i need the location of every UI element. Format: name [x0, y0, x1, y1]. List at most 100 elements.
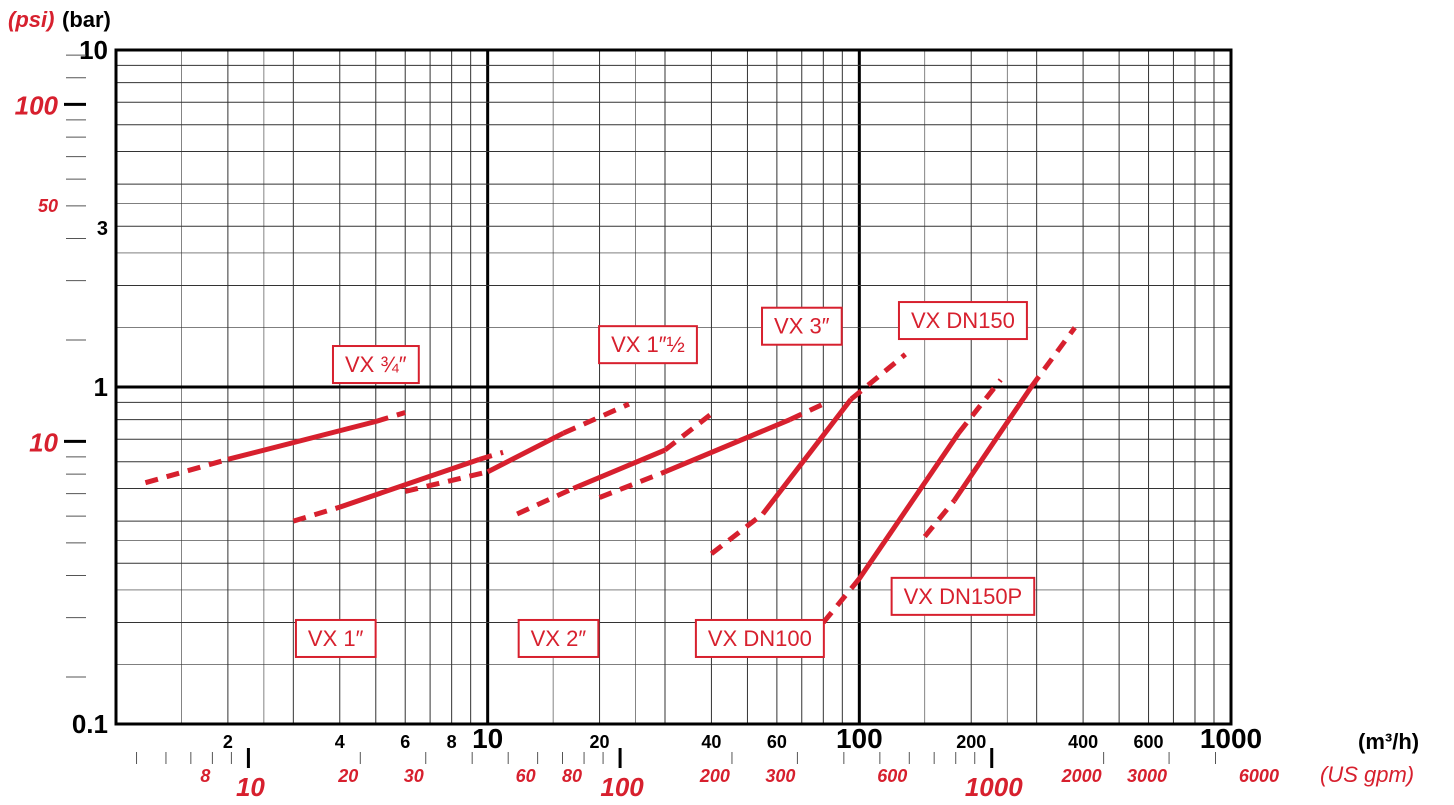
series-label-box: [331, 345, 420, 385]
x2-tick-label-gpm: 80: [562, 766, 582, 786]
series-line-dashed-extension: [516, 486, 575, 517]
series-line-dashed-extension: [292, 504, 341, 524]
x-tick-label-m3h: 4: [335, 732, 345, 752]
series-label: VX 1″: [294, 618, 377, 658]
series-line-dashed-extension: [956, 378, 1003, 435]
y2-tick-label-psi: 50: [38, 196, 58, 216]
series-label-text: VX 2″: [531, 626, 587, 651]
series-label-layer: VX ¾″ VX 1″ VX 1″½ VX 2″ VX 3″ VX DN100 VX DN1…: [294, 301, 1036, 658]
m3h-axis-title: (m³/h): [1358, 729, 1419, 754]
series-group: [598, 401, 825, 500]
series-group: [709, 352, 907, 556]
x2-tick-label-gpm: 20: [337, 766, 358, 786]
series-label: VX DN100: [694, 618, 825, 658]
series-label-box: [517, 618, 600, 658]
series-line-dashed-extension: [922, 499, 957, 539]
series-layer: [144, 326, 1077, 625]
series-line-dashed-extension: [663, 408, 717, 453]
series-label-box: [761, 306, 843, 346]
psi-axis-title: (psi): [8, 7, 54, 32]
series-line-dashed-extension: [144, 456, 229, 486]
x2-tick-label-gpm: 2000: [1061, 766, 1102, 786]
x2-tick-label-gpm: 600: [877, 766, 907, 786]
series-label-box: [294, 618, 377, 658]
x2-tick-label-gpm: 300: [765, 766, 795, 786]
series-line-solid: [952, 385, 1034, 503]
series-label-text: VX DN150P: [904, 584, 1023, 609]
series-label-box: [890, 576, 1036, 616]
grid-layer: [114, 48, 1233, 726]
x-tick-label-m3h: 6: [400, 732, 410, 752]
series-label: VX 1″½: [598, 325, 698, 365]
plot-frame: [114, 48, 1233, 726]
series-line-dashed-extension: [788, 401, 825, 422]
x-tick-label-m3h: 200: [956, 732, 986, 752]
x-tick-label-m3h: 1000: [1200, 723, 1262, 754]
series-group: [404, 401, 630, 494]
series-line-dashed-extension: [821, 577, 862, 625]
series-label: VX 2″: [517, 618, 600, 658]
x2-tick-label-gpm: 10: [236, 772, 265, 802]
x2-tick-label-gpm: 3000: [1127, 766, 1167, 786]
x-tick-label-m3h: 2: [223, 732, 233, 752]
x-tick-label-m3h: 60: [767, 732, 787, 752]
gpm-axis-title: (US gpm): [1320, 762, 1414, 787]
series-line-dashed-extension: [849, 352, 907, 402]
x-tick-label-m3h: 100: [836, 723, 883, 754]
series-label-text: VX 1″: [308, 626, 364, 651]
x2-tick-label-gpm: 8: [200, 766, 210, 786]
series-label-text: VX DN150: [911, 308, 1015, 333]
series-line-solid: [486, 430, 565, 475]
series-line-solid: [572, 447, 666, 491]
series-label-text: VX ¾″: [345, 352, 407, 377]
series-line-solid: [760, 397, 854, 516]
x2-tick-label-gpm: 1000: [965, 772, 1023, 802]
series-group: [516, 408, 717, 517]
series-label-text: VX DN100: [708, 626, 812, 651]
series-group: [922, 326, 1077, 539]
series-label: VX DN150P: [890, 576, 1036, 616]
series-line-dashed-extension: [375, 410, 406, 424]
y-tick-label-bar: 0.1: [72, 709, 108, 739]
series-label-text: VX 1″½: [611, 332, 685, 357]
series-label: VX DN150: [897, 301, 1028, 341]
x2-tick-label-gpm: 200: [699, 766, 730, 786]
x-tick-label-m3h: 400: [1068, 732, 1098, 752]
y-tick-label-bar: 1: [94, 372, 108, 402]
series-label-box: [598, 325, 698, 365]
y2-tick-label-psi: 10: [29, 427, 58, 457]
x-tick-label-m3h: 20: [590, 732, 610, 752]
x2-tick-label-gpm: 60: [516, 766, 536, 786]
series-line-dashed-extension: [1029, 326, 1077, 389]
series-line-dashed-extension: [404, 469, 489, 494]
x-tick-label-m3h: 40: [701, 732, 721, 752]
series-group: [292, 449, 504, 524]
y-tick-label-bar: 10: [79, 35, 108, 65]
bar-axis-title: (bar): [62, 7, 111, 32]
series-label-box: [694, 618, 825, 658]
x-tick-label-m3h: 600: [1134, 732, 1164, 752]
series-line-solid: [664, 417, 791, 475]
x-tick-label-m3h: 8: [447, 732, 457, 752]
x2-tick-label-gpm: 100: [600, 772, 644, 802]
y-tick-label-bar: 3: [97, 218, 108, 240]
series-line-dashed-extension: [709, 511, 765, 556]
series-label: VX 3″: [761, 306, 843, 346]
series-line-dashed-extension: [478, 449, 504, 462]
series-line-dashed-extension: [562, 401, 630, 436]
series-line-solid: [857, 431, 961, 581]
x-tick-label-m3h: 10: [472, 723, 503, 754]
y2-tick-label-psi: 100: [15, 90, 59, 120]
x2-tick-label-gpm: 30: [404, 766, 424, 786]
series-group: [144, 410, 406, 486]
series-line-solid: [338, 456, 481, 510]
x2-tick-label-gpm: 6000: [1239, 766, 1279, 786]
series-label-box: [897, 301, 1028, 341]
series-label: VX ¾″: [331, 345, 420, 385]
series-line-solid: [227, 419, 377, 462]
series-line-dashed-extension: [598, 469, 666, 500]
series-label-text: VX 3″: [774, 314, 830, 339]
